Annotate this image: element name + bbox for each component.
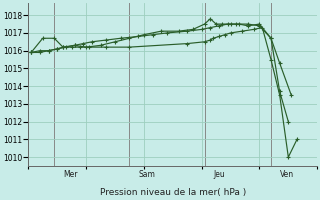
X-axis label: Pression niveau de la mer( hPa ): Pression niveau de la mer( hPa ) [100,188,246,197]
Text: Jeu: Jeu [213,170,225,179]
Text: Ven: Ven [280,170,294,179]
Text: Sam: Sam [138,170,155,179]
Text: Mer: Mer [63,170,77,179]
